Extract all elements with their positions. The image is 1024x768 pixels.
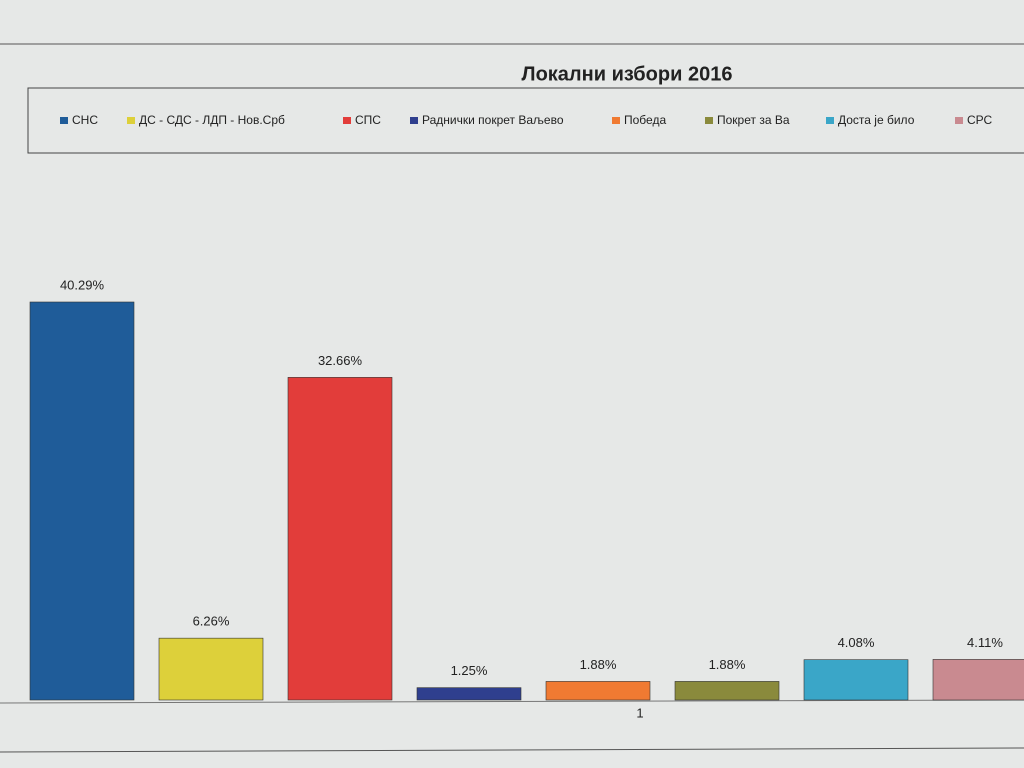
bar	[674, 681, 780, 701]
bar	[416, 687, 522, 701]
legend-label: СПС	[355, 113, 381, 127]
bar	[803, 659, 909, 701]
legend-swatch	[127, 117, 135, 124]
legend-label: Победа	[624, 113, 666, 127]
x-tick-label: 1	[636, 705, 643, 720]
bar	[932, 659, 1024, 701]
legend-label: Доста је било	[838, 113, 915, 127]
legend-swatch	[612, 117, 620, 124]
bar	[158, 637, 264, 701]
legend-swatch	[343, 117, 351, 124]
value-label: 4.08%	[838, 635, 875, 650]
x-axis	[0, 699, 1024, 704]
legend-swatch	[60, 117, 68, 124]
legend-swatch	[826, 117, 834, 124]
legend-swatch	[705, 117, 713, 124]
value-label: 4.11%	[967, 635, 1003, 650]
value-label: 6.26%	[193, 614, 230, 629]
legend-swatch	[955, 117, 963, 124]
legend-label: СРС	[967, 113, 993, 127]
bar	[287, 377, 393, 701]
value-label: 40.29%	[60, 277, 105, 292]
value-label: 1.88%	[580, 657, 617, 672]
chart-title: Локални избори 2016	[522, 63, 733, 85]
legend-label: СНС	[72, 113, 98, 127]
page-border	[0, 747, 1024, 753]
bar	[29, 301, 135, 701]
legend-box	[27, 87, 1024, 154]
bar	[545, 681, 651, 701]
value-label: 1.25%	[451, 663, 488, 678]
value-label: 1.88%	[709, 657, 746, 672]
legend-label: Покрет за Ва	[717, 113, 790, 127]
legend-swatch	[410, 117, 418, 124]
value-label: 32.66%	[318, 353, 363, 368]
legend-label: ДС - СДС - ЛДП - Нов.Срб	[139, 113, 285, 127]
legend-label: Раднички покрет Ваљево	[422, 113, 564, 127]
